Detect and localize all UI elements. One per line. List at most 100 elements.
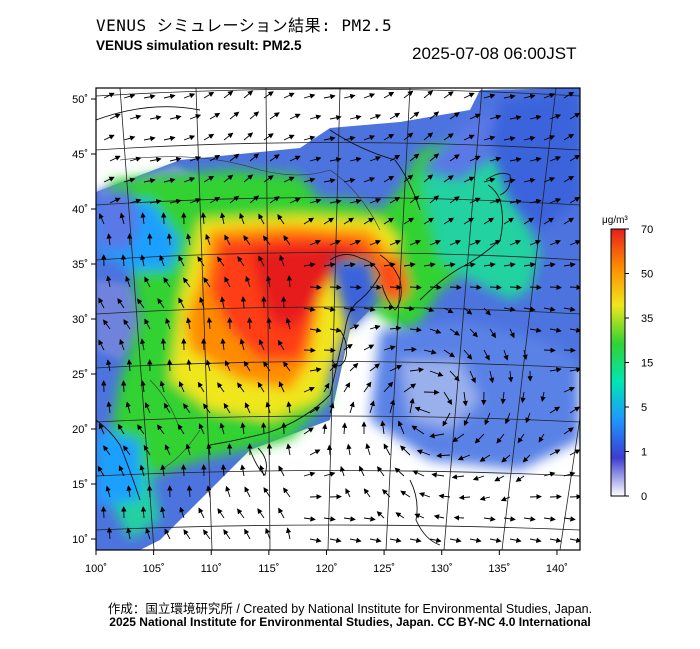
wind-arrow: [149, 199, 162, 205]
wind-arrow: [203, 133, 215, 141]
wind-arrow: [489, 198, 502, 204]
wind-arrow: [563, 91, 575, 99]
title-japanese: VENUS シミュレーション結果: PM2.5: [96, 16, 393, 35]
wind-arrow: [98, 213, 105, 225]
wind-arrow: [431, 472, 445, 478]
wind-arrow: [383, 381, 394, 393]
wind-arrow: [224, 276, 231, 288]
wind-arrow: [309, 406, 321, 414]
wind-arrow: [403, 346, 417, 353]
wind-arrow: [146, 485, 153, 498]
wind-arrow: [216, 256, 225, 267]
wind-arrow: [289, 197, 301, 204]
wind-arrow: [178, 255, 185, 267]
wind-arrow: [240, 464, 246, 477]
wind-arrow: [369, 240, 381, 246]
wind-arrow: [140, 506, 147, 519]
wind-arrow: [309, 449, 321, 456]
wind-arrow: [180, 464, 187, 477]
wind-arrow: [117, 423, 125, 435]
wind-arrow: [349, 362, 359, 372]
lon-tick-label: 135˚: [488, 563, 510, 575]
wind-arrow: [169, 156, 182, 163]
wind-arrow: [329, 284, 342, 291]
wind-arrow: [277, 339, 285, 351]
colorbar-tick-label: 1: [641, 447, 647, 459]
wind-arrow: [363, 217, 375, 225]
wind-arrow: [243, 174, 254, 183]
wind-arrow: [321, 423, 328, 435]
wind-arrow: [203, 529, 211, 540]
wind-arrow: [249, 153, 260, 162]
wind-arrow: [220, 338, 226, 351]
wind-arrow: [500, 391, 506, 405]
wind-arrow: [189, 156, 202, 162]
wind-arrow: [463, 349, 473, 360]
wind-arrow: [140, 254, 146, 267]
wind-arrow: [369, 114, 382, 120]
wind-arrow: [457, 454, 471, 461]
wind-arrow: [436, 452, 451, 459]
wind-arrow: [103, 92, 115, 99]
wind-arrow: [540, 391, 546, 402]
wind-arrow: [289, 155, 301, 162]
wind-arrow: [549, 284, 562, 291]
wind-arrow: [343, 135, 356, 142]
wind-arrow: [159, 380, 165, 393]
wind-arrow: [383, 175, 395, 183]
wind-arrow: [483, 135, 496, 141]
wind-arrow: [479, 454, 491, 462]
wind-arrow: [383, 262, 396, 268]
wind-arrow: [123, 135, 136, 141]
wind-arrow: [489, 537, 502, 543]
wind-arrow: [563, 175, 575, 183]
wind-arrow: [224, 234, 231, 246]
wind-arrow: [126, 527, 132, 540]
wind-arrow: [449, 240, 461, 246]
wind-arrow: [529, 156, 542, 163]
wind-arrow: [563, 133, 575, 141]
lon-tick-label: 140˚: [546, 563, 568, 575]
wind-arrow: [183, 135, 196, 141]
wind-arrow: [429, 111, 440, 120]
wind-arrow: [504, 412, 511, 425]
wind-arrow: [249, 111, 260, 120]
wind-arrow: [220, 212, 226, 225]
wind-arrow: [198, 507, 205, 519]
wind-arrow: [179, 506, 185, 519]
wind-arrow: [203, 175, 215, 183]
wind-arrow: [494, 475, 505, 482]
wind-arrow: [229, 153, 240, 162]
wind-arrow: [203, 91, 215, 99]
wind-arrow: [229, 111, 240, 120]
wind-arrow: [449, 328, 460, 336]
wind-arrow: [309, 367, 322, 373]
wind-arrow: [403, 90, 414, 99]
wind-arrow: [223, 90, 234, 99]
wind-arrow: [403, 262, 416, 268]
wind-arrow: [160, 212, 167, 225]
wind-arrow: [219, 422, 225, 435]
wind-arrow: [349, 198, 362, 205]
wind-arrow: [443, 217, 455, 225]
wind-arrow: [474, 433, 485, 444]
wind-arrow: [203, 403, 211, 414]
wind-arrow: [244, 528, 251, 540]
wind-vectors: [97, 90, 580, 543]
wind-arrow: [206, 317, 213, 330]
lat-tick-label: 25˚: [72, 369, 88, 381]
wind-arrow: [303, 93, 316, 99]
wind-arrow: [349, 284, 362, 291]
wind-arrow: [206, 485, 212, 498]
wind-arrow: [323, 136, 336, 142]
wind-arrow: [489, 284, 502, 291]
wind-arrow: [363, 344, 375, 351]
wind-arrow: [263, 133, 274, 141]
wind-arrow: [451, 474, 465, 480]
wind-arrow: [389, 284, 402, 291]
wind-arrow: [383, 345, 396, 351]
wind-arrow: [149, 115, 162, 121]
wind-arrow: [463, 134, 475, 141]
wind-arrow: [186, 485, 193, 498]
wind-arrow: [503, 262, 516, 268]
